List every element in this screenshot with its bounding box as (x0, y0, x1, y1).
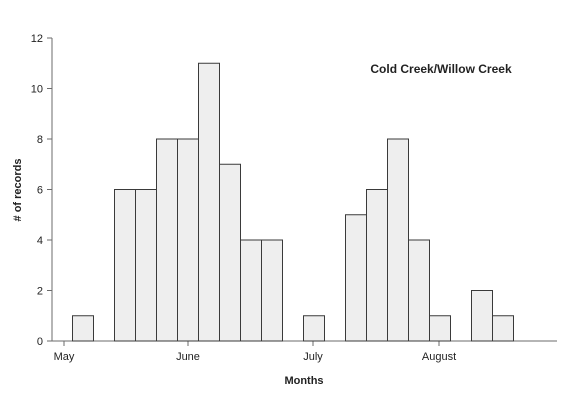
bar (135, 189, 157, 342)
bars (72, 62, 514, 342)
bar (72, 315, 94, 342)
y-tick-label: 0 (37, 336, 43, 348)
bar (345, 214, 367, 342)
x-tick-label: July (303, 351, 323, 363)
y-tick-label: 6 (37, 185, 43, 197)
bar (240, 239, 262, 342)
bar (156, 138, 178, 342)
y-tick-label: 2 (37, 286, 43, 298)
y-tick-labels: 0 2 4 6 8 10 12 (31, 33, 43, 348)
x-tick-label: August (422, 351, 456, 363)
y-tick-label: 4 (37, 235, 43, 247)
bar (366, 189, 388, 342)
bar (303, 315, 325, 342)
x-tick-label: May (54, 351, 75, 363)
y-tick-label: 12 (31, 33, 43, 45)
bar (429, 315, 451, 342)
bar (114, 189, 136, 342)
x-tick-label: June (176, 351, 200, 363)
x-axis (52, 340, 557, 346)
bar (177, 138, 199, 342)
y-tick-label: 8 (37, 134, 43, 146)
x-tick-labels: May June July August (54, 351, 457, 363)
x-axis-label: Months (284, 375, 323, 387)
bar (471, 290, 493, 342)
y-axis (47, 37, 53, 342)
y-tick-label: 10 (31, 84, 43, 96)
chart-title: Cold Creek/Willow Creek (370, 62, 512, 76)
bar (387, 138, 409, 342)
bar (198, 62, 220, 342)
bar (261, 239, 283, 342)
bar (408, 239, 430, 342)
y-axis-label: # of records (12, 159, 24, 222)
bar (492, 315, 514, 342)
bar (219, 163, 241, 342)
